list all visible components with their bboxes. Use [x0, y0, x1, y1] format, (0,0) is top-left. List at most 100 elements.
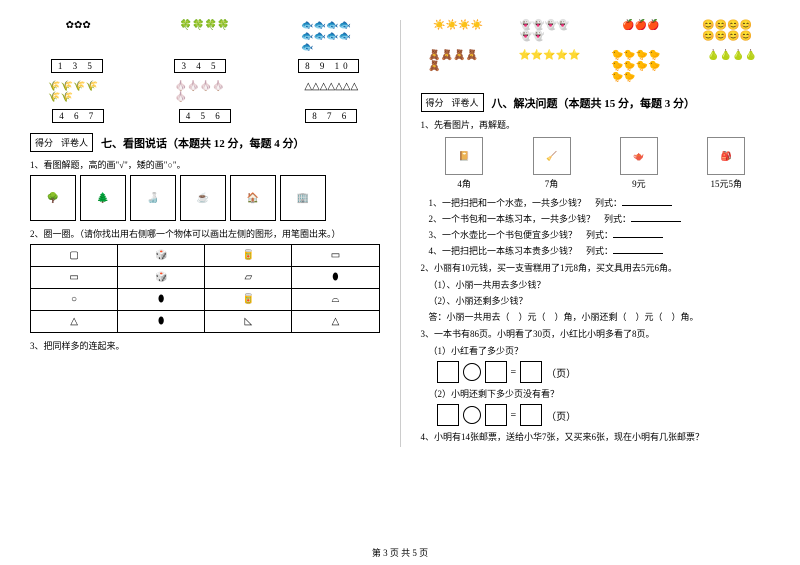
item-notebook: 📔4角 — [445, 137, 483, 190]
eq-box[interactable] — [520, 361, 542, 383]
seeds-icon: 🌾🌾🌾🌾🌾🌾 — [48, 81, 108, 103]
flowers-icon: ✿✿✿ — [48, 20, 108, 53]
liesi-label: 列式： — [604, 214, 631, 224]
coffee-bean-icon: ⬮ — [118, 311, 205, 333]
thermos-icon: 🍶 — [130, 175, 176, 221]
numbox: 8 9 10 — [298, 59, 359, 73]
item-kettle: 🫖 9元 — [620, 137, 658, 190]
sub-q: 1、一把扫把和一个水壶，一共多少钱？ 列式： — [429, 196, 771, 209]
numbox: 8 7 6 — [305, 109, 357, 123]
liesi-label: 列式： — [595, 198, 622, 208]
page-footer: 第 3 页 共 5 页 — [0, 546, 800, 559]
q8-1: 1、先看图片，再解题。 — [421, 118, 771, 131]
building-icon: 🏢 — [280, 175, 326, 221]
sub4-text: 4、一把扫把比一本练习本贵多少钱？ — [429, 246, 578, 256]
prism-icon: ◺ — [205, 311, 292, 333]
can-icon: 🥫 — [205, 245, 292, 267]
cup-icon: ☕ — [180, 175, 226, 221]
equals: = — [511, 410, 517, 421]
left-column: ✿✿✿ 🍀🍀🍀🍀 🐟🐟🐟🐟🐟🐟🐟🐟🐟 1 3 5 3 4 5 8 9 10 🌾🌾… — [30, 20, 380, 447]
bears-icon: 🧸🧸🧸🧸🧸 — [428, 50, 488, 83]
eq-box[interactable] — [437, 404, 459, 426]
garlic-icon: 🧄🧄🧄🧄🧄 — [175, 81, 235, 103]
score-label: 得分 — [426, 96, 444, 109]
blank[interactable] — [613, 228, 663, 238]
liesi-label: 列式： — [586, 230, 613, 240]
dice-icon: 🎲 — [118, 245, 205, 267]
q8-3-1: （1）小红看了多少页？ — [429, 344, 771, 357]
triangle-icon: △ — [292, 311, 379, 333]
numbox: 1 3 5 — [51, 59, 103, 73]
blank[interactable] — [622, 196, 672, 206]
top-icon-grid: ☀️☀️☀️☀️ 👻👻👻👻👻👻 🍎🍎🍎 😊😊😊😊😊😊😊😊 🧸🧸🧸🧸🧸 ⭐⭐⭐⭐⭐… — [421, 20, 771, 83]
numbox: 3 4 5 — [174, 59, 226, 73]
dice-icon: 🎲 — [118, 267, 205, 289]
price: 9元 — [632, 179, 646, 189]
box-icon: ▭ — [292, 245, 379, 267]
section7-header: 得分 评卷人 七、看图说话（本题共 12 分，每题 4 分） — [30, 133, 380, 152]
tree-icon: 🌳 — [30, 175, 76, 221]
q8-3-2: （2）小明还剩下多少页没有看？ — [429, 387, 771, 400]
blank[interactable] — [631, 212, 681, 222]
rect-icon: ▭ — [31, 267, 118, 289]
numbox: 4 5 6 — [179, 109, 231, 123]
sub2-text: 2、一个书包和一本练习本，一共多少钱？ — [429, 214, 596, 224]
sub3-text: 3、一个水壶比一个书包便宜多少钱？ — [429, 230, 578, 240]
grader-label: 评卷人 — [61, 136, 88, 149]
coffee-bean-icon: ⬮ — [118, 289, 205, 311]
hat-icon: ⌓ — [292, 289, 379, 311]
q8-4: 4、小明有14张邮票，送给小华7张，又买来6张，现在小明有几张邮票？ — [421, 430, 771, 443]
equation-row: = （页） — [437, 361, 771, 383]
section7-title: 七、看图说话（本题共 12 分，每题 4 分） — [101, 135, 305, 151]
circle-icon: ○ — [31, 289, 118, 311]
grader-label: 评卷人 — [452, 96, 479, 109]
house-icon: 🏠 — [230, 175, 276, 221]
sub-q: 4、一把扫把比一本练习本贵多少钱？ 列式： — [429, 244, 771, 257]
numbox-row-2: 4 6 7 4 5 6 8 7 6 — [30, 109, 380, 123]
smileys-icon: 😊😊😊😊😊😊😊😊 — [702, 20, 762, 42]
eq-box[interactable] — [485, 361, 507, 383]
can-icon: 🥫 — [205, 289, 292, 311]
section8-header: 得分 评卷人 八、解决问题（本题共 15 分，每题 3 分） — [421, 93, 771, 112]
sub-q: 3、一个水壶比一个书包便宜多少钱？ 列式： — [429, 228, 771, 241]
eq-box[interactable] — [437, 361, 459, 383]
bag-icon: 🎒 — [707, 137, 745, 175]
eq-operator[interactable] — [463, 363, 481, 381]
equals: = — [511, 367, 517, 378]
table-row: △ ⬮ ◺ △ — [31, 311, 380, 333]
broom-icon: 🧹 — [533, 137, 571, 175]
leaves-icon: 🍀🍀🍀🍀 — [175, 20, 235, 53]
section8-title: 八、解决问题（本题共 15 分，每题 3 分） — [492, 95, 696, 111]
right-column: ☀️☀️☀️☀️ 👻👻👻👻👻👻 🍎🍎🍎 😊😊😊😊😊😊😊😊 🧸🧸🧸🧸🧸 ⭐⭐⭐⭐⭐… — [421, 20, 771, 447]
apples-icon: 🍎🍎🍎 — [611, 20, 671, 42]
score-label: 得分 — [35, 136, 53, 149]
eq-box[interactable] — [485, 404, 507, 426]
kettle-icon: 🫖 — [620, 137, 658, 175]
q7-1: 1、看图解题，高的画"√"，矮的画"○"。 — [30, 158, 380, 171]
price: 15元5角 — [711, 179, 743, 189]
tall-short-row: 🌳 🌲 🍶 ☕ 🏠 🏢 — [30, 175, 380, 221]
blank[interactable] — [613, 244, 663, 254]
sub-q: 2、一个书包和一本练习本，一共多少钱？ 列式： — [429, 212, 771, 225]
equation-row: = （页） — [437, 404, 771, 426]
q7-3: 3、把同样多的连起来。 — [30, 339, 380, 352]
eq-operator[interactable] — [463, 406, 481, 424]
icon-row-2: 🌾🌾🌾🌾🌾🌾 🧄🧄🧄🧄🧄 △△△△△△△ — [30, 81, 380, 103]
suns-icon: ☀️☀️☀️☀️ — [428, 20, 488, 42]
square-icon: ▢ — [31, 245, 118, 267]
price: 4角 — [457, 179, 471, 189]
q8-2-ans: 答：小丽一共用去（ ）元（ ）角，小丽还剩（ ）元（ ）角。 — [429, 310, 771, 323]
sub1-text: 1、一把扫把和一个水壶，一共多少钱？ — [429, 198, 587, 208]
coffee-bean-icon: ⬮ — [292, 267, 379, 289]
eq-box[interactable] — [520, 404, 542, 426]
shop-items: 📔4角 🧹7角 🫖 9元 🎒 15元5角 — [421, 137, 771, 190]
q8-2-1: （1）、小丽一共用去多少钱？ — [429, 278, 771, 291]
triangles-icon: △△△△△△△ — [301, 81, 361, 103]
unit: （页） — [546, 365, 576, 380]
item-broom: 🧹7角 — [533, 137, 571, 190]
cuboid-icon: ▱ — [205, 267, 292, 289]
item-bag: 🎒 15元5角 — [707, 137, 745, 190]
q7-2: 2、圈一圈。（请你找出用右侧哪一个物体可以画出左侧的图形，用笔圈出来。） — [30, 227, 380, 240]
ghosts-icon: 👻👻👻👻👻👻 — [520, 20, 580, 42]
unit: （页） — [546, 408, 576, 423]
